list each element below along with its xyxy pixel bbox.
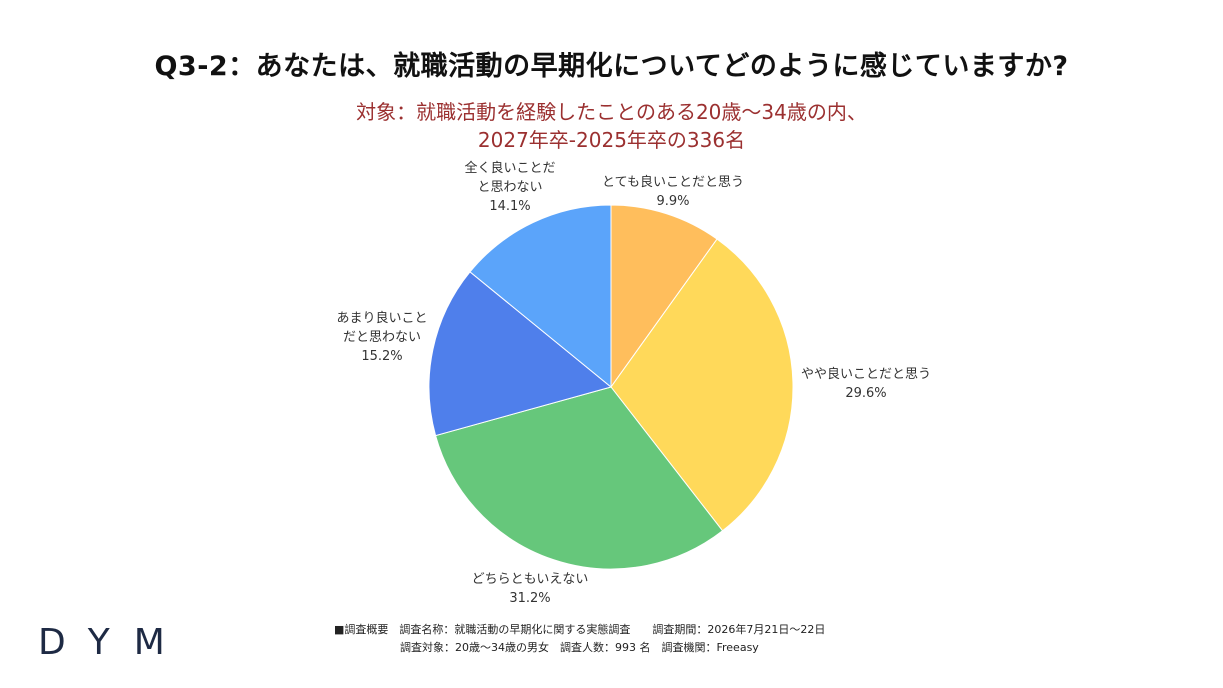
- slice-category-label-3: どちらともいえない: [472, 572, 589, 587]
- pie-slice-1: [610, 204, 718, 389]
- slice-category-label-4: だと思わない: [343, 330, 421, 345]
- pie-slice-3: [434, 386, 724, 570]
- pie-slice-5: [469, 204, 612, 389]
- slice-value-label-2: 29.6%: [845, 386, 886, 401]
- slice-category-label-2: やや良いことだと思う: [801, 366, 931, 382]
- chart-title: Q3-2：あなたは、就職活動の早期化についてどのように感じていますか?: [154, 51, 1069, 82]
- dym-logo: DYM: [38, 622, 189, 663]
- slice-value-label-3: 31.2%: [509, 591, 550, 606]
- survey-info-line2: 調査対象：20歳～34歳の男女 調査人数：993 名 調査機関：Freeasy: [400, 641, 759, 654]
- pie-slices: [428, 204, 794, 570]
- slice-category-label-4: あまり良いこと: [336, 310, 427, 326]
- pie-slice-4: [428, 271, 613, 437]
- slice-value-label-1: 9.9%: [656, 194, 689, 209]
- chart-subtitle-line1: 対象：就職活動を経験したことのある20歳～34歳の内、: [356, 100, 867, 124]
- slice-category-label-5: 全く良いことだ: [464, 160, 555, 176]
- chart-subtitle-line2: 2027年卒-2025年卒の336名: [477, 128, 746, 152]
- slice-category-label-1: とても良いことだと思う: [602, 174, 744, 190]
- slice-value-label-4: 15.2%: [361, 349, 402, 364]
- slice-category-label-5: と思わない: [477, 180, 542, 195]
- pie-slice-2: [610, 238, 794, 532]
- survey-info-line1: ■調査概要 調査名称：就職活動の早期化に関する実態調査 調査期間：2026年7月…: [334, 623, 826, 636]
- pie-labels: とても良いことだと思う 9.9% やや良いことだと思う 29.6% どちらともいえない 3…: [336, 160, 931, 606]
- slice-value-label-5: 14.1%: [489, 199, 530, 214]
